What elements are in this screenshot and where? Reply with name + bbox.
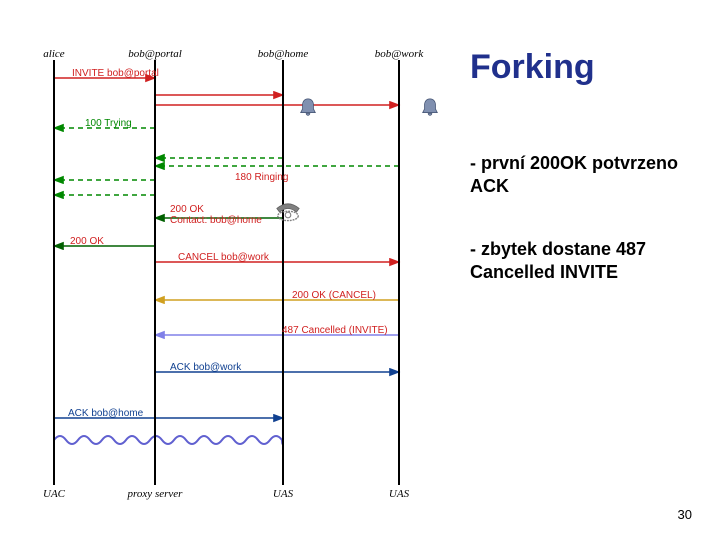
lifeline-3 <box>398 60 400 485</box>
actor-bottom-1: proxy server <box>128 488 183 500</box>
actor-label-2: bob@home <box>258 48 308 60</box>
slide-title: Forking <box>470 48 595 87</box>
page-number: 30 <box>678 507 692 522</box>
phone-icon <box>274 201 302 223</box>
bell-icon <box>297 97 319 119</box>
actor-bottom-0: UAC <box>43 488 65 500</box>
note-2: - zbytek dostane 487 Cancelled INVITE <box>470 238 720 283</box>
arrows-layer <box>0 0 460 540</box>
actor-bottom-2: UAS <box>273 488 293 500</box>
actor-label-0: alice <box>43 48 64 60</box>
msg-label-0: INVITE bob@portal <box>72 68 159 79</box>
lifeline-0 <box>53 60 55 485</box>
bell-icon <box>419 97 441 119</box>
msg-label-3: 100 Trying <box>85 118 132 129</box>
msg-label-13: ACK bob@work <box>170 362 241 373</box>
msg-label-6: 180 Ringing <box>235 172 288 183</box>
actor-label-3: bob@work <box>375 48 424 60</box>
msg-label-9: 200 OK <box>70 236 104 247</box>
sequence-diagram: alice UAC bob@portal proxy server bob@home UA… <box>0 0 460 540</box>
lifeline-2 <box>282 60 284 485</box>
msg-label-12: 487 Cancelled (INVITE) <box>282 325 388 336</box>
msg-label-8: 200 OKContact: bob@home <box>170 204 262 226</box>
note-1: - první 200OK potvrzeno ACK <box>470 152 720 197</box>
msg-label-10: CANCEL bob@work <box>178 252 269 263</box>
actor-bottom-3: UAS <box>389 488 409 500</box>
actor-label-1: bob@portal <box>128 48 182 60</box>
lifeline-1 <box>154 60 156 485</box>
msg-label-11: 200 OK (CANCEL) <box>292 290 376 301</box>
msg-label-14: ACK bob@home <box>68 408 143 419</box>
